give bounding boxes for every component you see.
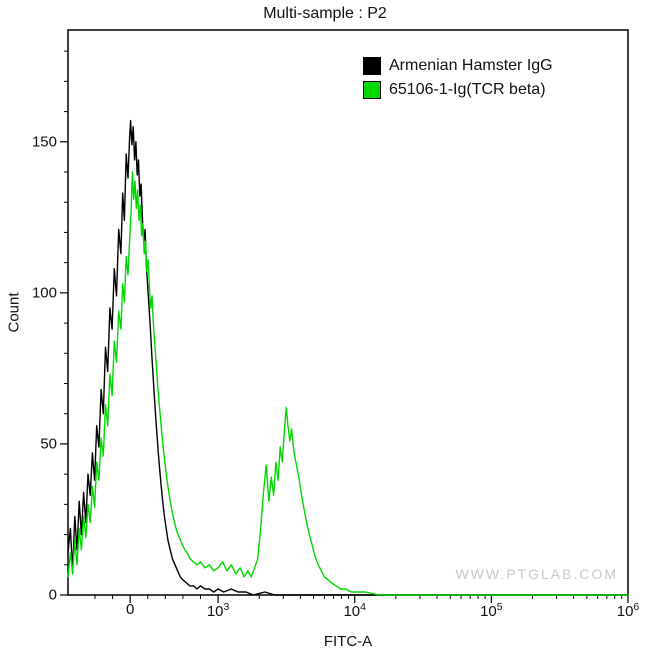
x-tick-label: 105 <box>480 601 503 620</box>
y-tick-label: 150 <box>31 133 57 151</box>
legend-swatch-green <box>363 81 381 99</box>
y-tick-label: 100 <box>31 284 57 302</box>
y-axis-label: Count <box>5 292 23 333</box>
legend-label-antibody: 65106-1-Ig(TCR beta) <box>389 81 546 98</box>
legend-item-control: Armenian Hamster IgG <box>363 57 553 75</box>
x-tick-label: 0 <box>125 601 135 618</box>
legend-item-antibody: 65106-1-Ig(TCR beta) <box>363 81 553 99</box>
chart-title: Multi-sample : P2 <box>263 5 387 22</box>
y-tick-label: 50 <box>40 435 57 453</box>
y-tick-label: 0 <box>48 586 57 604</box>
x-axis-label: FITC-A <box>323 633 373 650</box>
x-tick-label: 106 <box>616 601 640 620</box>
x-tick-label: 104 <box>343 601 366 620</box>
legend-swatch-black <box>363 57 381 75</box>
legend-label-control: Armenian Hamster IgG <box>389 57 553 74</box>
legend: Armenian Hamster IgG 65106-1-Ig(TCR beta… <box>363 57 553 99</box>
x-tick-label: 103 <box>206 601 230 620</box>
watermark: WWW.PTGLAB.COM <box>455 566 618 582</box>
